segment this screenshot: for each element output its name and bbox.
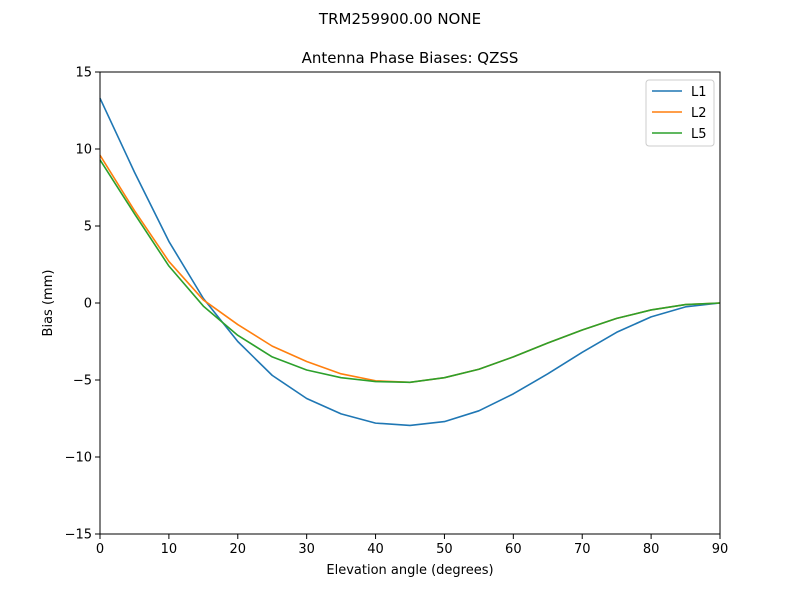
series-line-l1 <box>99 97 721 427</box>
series-line-l2 <box>99 154 721 384</box>
plot-area <box>99 97 721 427</box>
axes-frame <box>99 71 721 535</box>
x-tick-label: 30 <box>298 542 315 557</box>
y-axis: −15 −10 −5 0 5 10 15 <box>65 66 100 543</box>
legend-label-l2: L2 <box>691 106 707 121</box>
legend-label-l5: L5 <box>691 127 707 142</box>
chart-title: Antenna Phase Biases: QZSS <box>302 49 519 67</box>
y-tick-label: −5 <box>73 374 92 389</box>
y-tick-label: −10 <box>65 451 92 466</box>
x-tick-label: 70 <box>574 542 591 557</box>
y-axis-label: Bias (mm) <box>41 270 56 337</box>
x-tick-label: 80 <box>643 542 660 557</box>
series-line-l5 <box>99 159 721 384</box>
x-axis-label: Elevation angle (degrees) <box>326 563 493 578</box>
figure-suptitle: TRM259900.00 NONE <box>318 10 481 28</box>
x-tick-label: 90 <box>712 542 729 557</box>
x-tick-label: 0 <box>96 542 104 557</box>
y-tick-label: 5 <box>84 220 92 235</box>
y-tick-label: 15 <box>75 66 92 81</box>
legend-box <box>645 79 715 147</box>
y-tick-label: −15 <box>65 528 92 543</box>
y-tick-label: 0 <box>84 297 92 312</box>
x-tick-label: 40 <box>367 542 384 557</box>
x-axis: 0 10 20 30 40 50 60 70 80 90 <box>96 534 728 557</box>
x-tick-label: 10 <box>161 542 178 557</box>
x-tick-label: 60 <box>505 542 522 557</box>
y-tick-label: 10 <box>75 143 92 158</box>
x-tick-label: 50 <box>436 542 453 557</box>
legend-label-l1: L1 <box>691 85 707 100</box>
legend: L1 L2 L5 <box>645 79 715 147</box>
x-tick-label: 20 <box>230 542 247 557</box>
